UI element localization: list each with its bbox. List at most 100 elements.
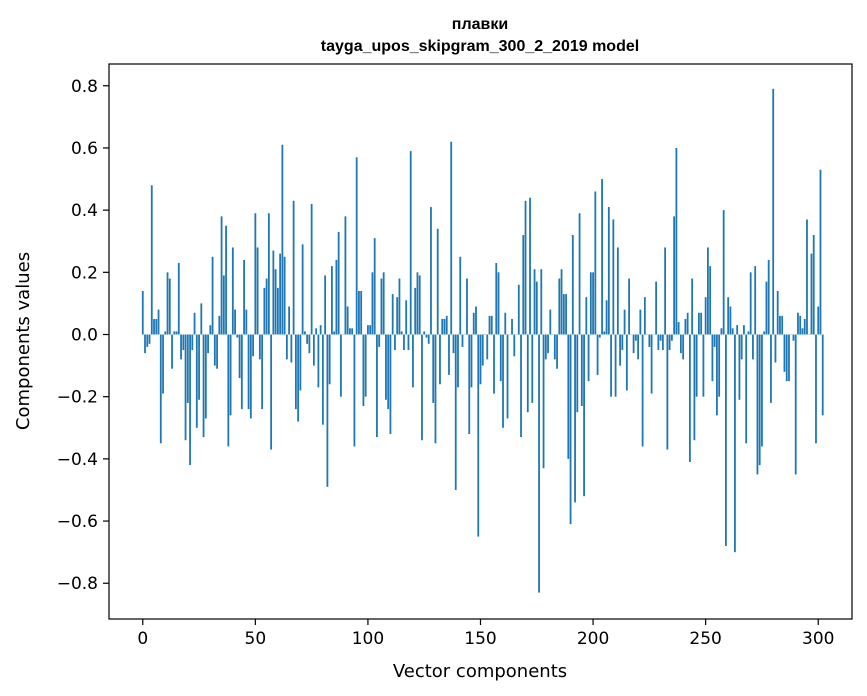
bar (479, 334, 482, 385)
bar (520, 334, 522, 438)
bar (767, 259, 770, 335)
bar (668, 334, 671, 351)
bar (367, 325, 369, 335)
bar (542, 334, 545, 469)
bar (772, 88, 775, 335)
bar (254, 213, 257, 335)
bar (394, 334, 396, 351)
bar (274, 269, 277, 335)
x-tick-label: 100 (352, 629, 384, 649)
bar (335, 259, 338, 335)
bar (695, 334, 698, 397)
bar (376, 334, 378, 438)
bar (213, 334, 216, 366)
bar (605, 300, 608, 335)
bar (619, 334, 621, 366)
y-tick-label: 0.8 (71, 77, 98, 97)
bar (594, 191, 597, 335)
bar (445, 315, 448, 335)
bar (526, 334, 529, 413)
bar (398, 278, 401, 335)
bar (200, 303, 203, 335)
bar (423, 331, 426, 335)
bar (749, 272, 752, 335)
bar (243, 259, 245, 335)
bar (457, 334, 459, 388)
bar (497, 272, 500, 335)
bar (477, 334, 480, 537)
bar (797, 312, 799, 335)
bar (686, 312, 689, 335)
bar (819, 169, 822, 335)
y-tick-label: 0.0 (71, 326, 98, 346)
bar (535, 281, 538, 335)
bar (688, 334, 691, 462)
bar (677, 322, 680, 335)
bar (727, 297, 730, 335)
bar (315, 328, 318, 335)
bar (576, 334, 579, 413)
bar (265, 278, 268, 335)
bar (657, 334, 660, 351)
bar (810, 253, 813, 335)
bar (610, 334, 612, 397)
bar (565, 294, 567, 335)
bar (540, 269, 543, 335)
bar (409, 151, 412, 335)
bar (468, 334, 471, 434)
bar (191, 334, 194, 351)
bar (276, 287, 279, 335)
y-axis-ticks: 0.8 0.6 0.4 0.2 0.0 −0.2 −0.4 −0.6 −0.8 (57, 77, 109, 594)
bar (391, 294, 394, 335)
bar (371, 272, 374, 335)
bar (524, 200, 527, 335)
bar (412, 334, 414, 388)
y-tick-label: −0.6 (57, 512, 98, 532)
bar (141, 290, 144, 335)
bar (643, 297, 646, 335)
bar (306, 334, 309, 344)
bar (756, 334, 759, 475)
bar (522, 235, 525, 335)
bar (324, 275, 327, 335)
bar (186, 334, 189, 403)
bar (418, 275, 421, 335)
bar (625, 334, 628, 391)
bar (452, 334, 455, 354)
bar (360, 290, 363, 335)
bar (249, 334, 252, 419)
bar (488, 315, 491, 335)
bar (346, 306, 349, 335)
bar (585, 297, 588, 335)
bar (707, 247, 709, 335)
bar (612, 219, 615, 335)
bars-group (141, 88, 824, 593)
bar (281, 144, 284, 335)
bar (308, 334, 311, 354)
bar (529, 197, 531, 335)
bar (202, 334, 205, 438)
bar (556, 334, 558, 369)
bar (157, 309, 160, 335)
chart-title: плавки (452, 16, 508, 33)
bar (792, 334, 795, 341)
bar (533, 269, 536, 335)
bar (547, 334, 549, 354)
bar (655, 281, 658, 335)
bar (664, 247, 667, 335)
bar (231, 247, 234, 335)
bar (821, 334, 824, 416)
bar (702, 334, 705, 397)
bar (180, 334, 182, 360)
bar (632, 334, 635, 354)
bar (441, 318, 444, 335)
bar (788, 334, 790, 382)
bar (184, 334, 187, 441)
bar (263, 287, 266, 335)
bar (472, 312, 475, 335)
bar (385, 334, 387, 400)
bar (574, 334, 576, 503)
bar (720, 328, 723, 335)
bar (495, 262, 498, 335)
